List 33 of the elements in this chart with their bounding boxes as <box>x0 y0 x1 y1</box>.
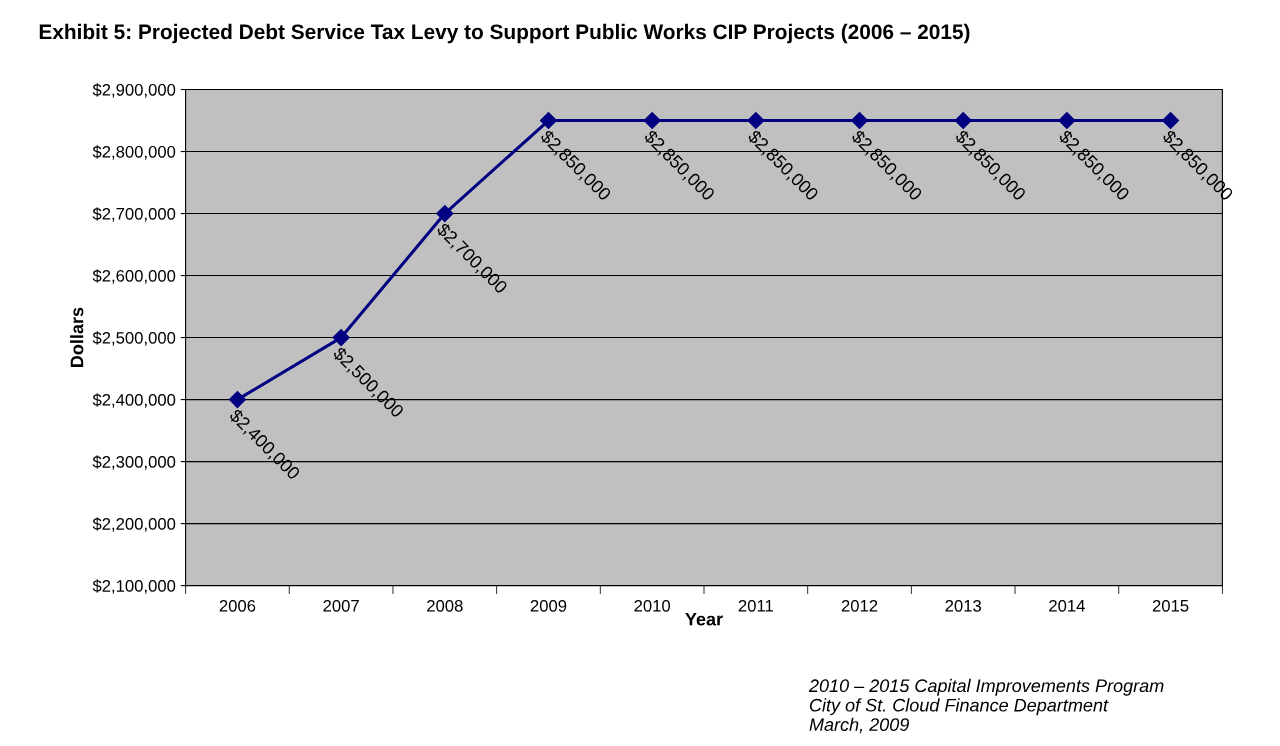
x-tick-label: 2006 <box>219 599 256 612</box>
y-tick-label: $2,200,000 <box>92 517 176 532</box>
x-tick-label: 2011 <box>738 599 773 612</box>
y-tick-label: $2,600,000 <box>92 269 176 284</box>
point <box>1058 111 1076 130</box>
x-tick-label: 2013 <box>945 599 982 612</box>
point <box>1162 111 1180 130</box>
point <box>332 329 350 347</box>
point <box>539 111 558 130</box>
chart-title: Exhibit 5: Projected Debt Service Tax Levy to Support Public Works CIP Projects (2006 – 2015) <box>39 23 970 44</box>
point <box>228 391 246 409</box>
x-tick-label: 2014 <box>1049 599 1085 612</box>
x-tick-label: 2012 <box>841 599 878 612</box>
x-tick-label: 2015 <box>1152 599 1189 612</box>
y-tick-label: $2,100,000 <box>92 579 176 594</box>
x-tick-label: 2008 <box>427 599 463 612</box>
point <box>954 111 972 130</box>
y-tick-label: $2,300,000 <box>92 455 176 470</box>
point <box>436 204 454 223</box>
point <box>643 111 661 130</box>
x-tick-label: 2010 <box>634 599 671 612</box>
point <box>850 111 869 130</box>
y-tick-label: $2,800,000 <box>92 145 176 160</box>
y-tick-label: $2,500,000 <box>92 331 176 346</box>
text: 2010 – 2015 Capital Improvements Program City of St. Cloud Finance Department March, 2009 <box>808 678 1164 734</box>
x-tick-label: 2007 <box>323 599 359 612</box>
y-tick-label: $2,400,000 <box>92 393 176 408</box>
y-tick-label: $2,700,000 <box>92 207 176 222</box>
point <box>747 111 765 130</box>
x-axis-title: Year <box>685 612 723 626</box>
y-tick-label: $2,900,000 <box>92 83 176 98</box>
y-axis-title: Dollars <box>70 307 84 367</box>
x-tick-label: 2009 <box>530 599 567 612</box>
